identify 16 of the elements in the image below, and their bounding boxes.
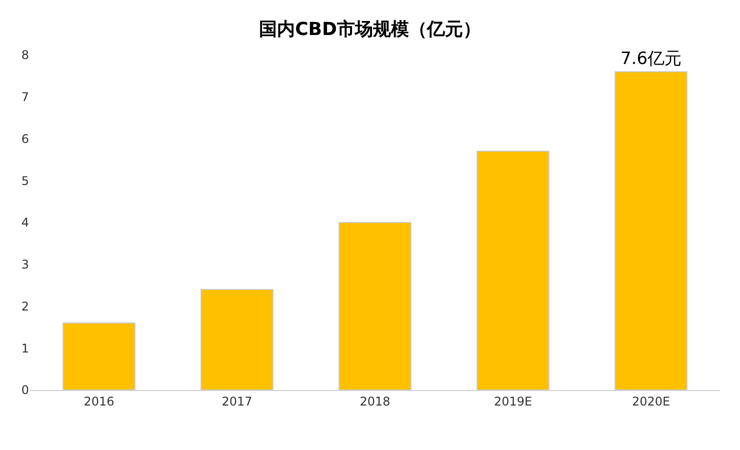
y-tick-label: 1: [21, 341, 29, 356]
x-tick-label: 2017: [222, 394, 252, 408]
y-tick-label: 6: [21, 132, 29, 146]
x-tick-label: 2016: [84, 394, 114, 408]
x-tick-label: 2019E: [494, 394, 532, 408]
chart-title: 国内CBD市场规模（亿元）: [259, 19, 481, 40]
y-tick-label: 2: [21, 299, 29, 314]
y-tick-label: 0: [21, 383, 29, 398]
y-tick-label: 4: [21, 216, 29, 230]
x-tick-label: 2020E: [632, 394, 670, 408]
x-tick-label: 2018: [360, 394, 390, 408]
y-tick-label: 7: [21, 90, 29, 104]
y-tick-label: 3: [21, 258, 29, 272]
data-label: 7.6亿元: [620, 48, 682, 69]
y-tick-label: 5: [21, 174, 29, 188]
y-tick-label: 8: [21, 48, 29, 62]
